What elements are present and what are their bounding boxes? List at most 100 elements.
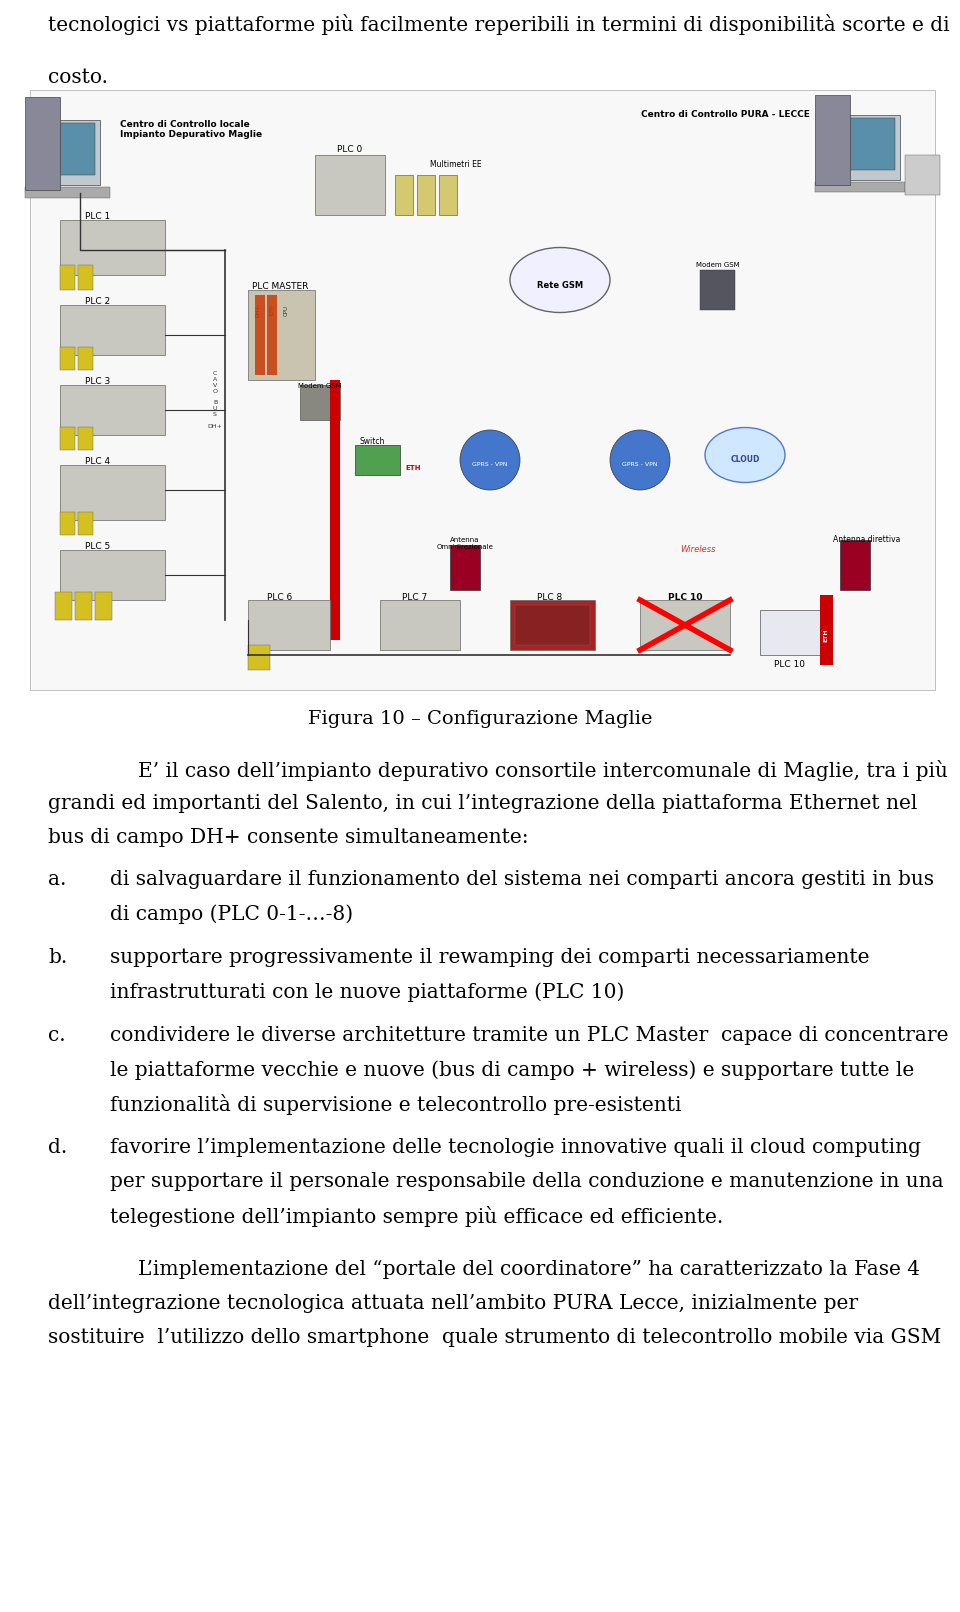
Text: CPU: CPU [283,305,289,316]
Bar [60,347,75,371]
Bar [760,609,820,654]
Text: PLC 3: PLC 3 [85,377,110,385]
Text: di salvaguardare il funzionamento del sistema nei comparti ancora gestiti in bus: di salvaguardare il funzionamento del si… [110,870,934,888]
Text: PLC 0: PLC 0 [337,145,363,155]
Text: ETH: ETH [405,464,420,471]
Text: costo.: costo. [48,68,108,87]
Bar [60,219,165,276]
Bar [315,155,385,214]
Bar [60,464,165,521]
Text: ETH: ETH [824,629,828,642]
Bar [640,600,730,650]
Text: C
A
V
O

B
U
S

DH+: C A V O B U S DH+ [207,371,223,429]
Bar [840,540,870,590]
Text: ETH: ETH [332,582,338,598]
Text: PLC MASTER: PLC MASTER [252,282,308,292]
Bar [700,269,735,310]
Text: PLC 4: PLC 4 [85,456,110,466]
Bar [905,155,940,195]
Bar [60,385,165,435]
Text: Antenna
Omnidirezionale: Antenna Omnidirezionale [437,537,493,550]
Bar [395,176,413,214]
Bar [510,600,595,650]
Bar [95,592,112,621]
Text: a.: a. [48,870,66,888]
Bar [267,295,277,376]
Text: ETH: ETH [270,305,275,316]
Circle shape [610,430,670,490]
Text: Multimetri EE: Multimetri EE [430,160,482,169]
Text: b.: b. [48,948,67,967]
Bar [60,550,165,600]
Text: favorire l’implementazione delle tecnologie innovative quali il cloud computing: favorire l’implementazione delle tecnolo… [110,1138,921,1157]
Text: tecnologici vs piattaforme più facilmente reperibili in termini di disponibilità: tecnologici vs piattaforme più facilment… [48,15,949,35]
Bar [55,592,72,621]
Text: GPRS - VPN: GPRS - VPN [472,463,508,467]
Text: sostituire  l’utilizzo dello smartphone  quale strumento di telecontrollo mobile: sostituire l’utilizzo dello smartphone q… [48,1328,941,1348]
Text: CLOUD: CLOUD [731,456,759,464]
Ellipse shape [510,248,610,313]
Text: Figura 10 – Configurazione Maglie: Figura 10 – Configurazione Maglie [308,709,652,729]
Bar [248,290,315,380]
Circle shape [460,430,520,490]
Text: bus di campo DH+ consente simultaneamente:: bus di campo DH+ consente simultaneament… [48,829,529,846]
Text: E’ il caso dell’impianto depurativo consortile intercomunale di Maglie, tra i pi: E’ il caso dell’impianto depurativo cons… [138,759,948,780]
Text: supportare progressivamente il rewamping dei comparti necessariamente: supportare progressivamente il rewamping… [110,948,870,967]
Text: GPRS - VPN: GPRS - VPN [622,463,658,467]
Bar [78,513,93,535]
Bar [75,592,92,621]
Text: Impianto Depurativo Maglie: Impianto Depurativo Maglie [120,131,262,139]
Bar [78,347,93,371]
Bar [330,380,340,530]
Bar [820,114,900,181]
Bar [248,645,270,671]
Bar [825,118,895,169]
Text: Antenna direttiva: Antenna direttiva [832,535,900,543]
Bar [25,187,110,198]
Text: Switch: Switch [360,437,385,447]
Bar [248,600,330,650]
Bar [330,530,340,640]
Text: dell’integrazione tecnologica attuata nell’ambito PURA Lecce, inizialmente per: dell’integrazione tecnologica attuata ne… [48,1294,858,1314]
Text: PLC 6: PLC 6 [268,593,293,601]
Text: ETH: ETH [332,422,338,438]
Text: PLC 2: PLC 2 [85,297,110,306]
Text: Wireless: Wireless [680,545,715,555]
Bar [60,305,165,355]
Bar [78,264,93,290]
Bar [815,95,850,185]
Ellipse shape [705,427,785,482]
Bar [35,123,95,176]
Bar [30,119,100,185]
Text: Centro di Controllo PURA - LECCE: Centro di Controllo PURA - LECCE [641,110,810,119]
Bar [78,427,93,450]
Text: PLC 1: PLC 1 [85,213,110,221]
Text: telegestione dell’impianto sempre più efficace ed efficiente.: telegestione dell’impianto sempre più ef… [110,1206,723,1227]
Text: PLC 5: PLC 5 [85,542,110,551]
Text: Rete GSM: Rete GSM [537,280,583,290]
Text: condividere le diverse architetture tramite un PLC Master  capace di concentrare: condividere le diverse architetture tram… [110,1025,948,1045]
Text: Modem GSM: Modem GSM [299,384,342,388]
Text: Centro di Controllo locale: Centro di Controllo locale [120,119,250,129]
Bar [25,97,60,190]
Bar [417,176,435,214]
Text: PLC 10: PLC 10 [775,659,805,669]
Bar [255,295,265,376]
Bar [60,264,75,290]
Bar [300,385,340,421]
Text: funzionalità di supervisione e telecontrollo pre-esistenti: funzionalità di supervisione e telecontr… [110,1095,682,1116]
Bar [450,545,480,590]
Text: per supportare il personale responsabile della conduzione e manutenzione in una: per supportare il personale responsabile… [110,1172,944,1191]
Text: PLC 7: PLC 7 [402,593,427,601]
Text: L’implementazione del “portale del coordinatore” ha caratterizzato la Fase 4: L’implementazione del “portale del coord… [138,1261,920,1278]
Bar [439,176,457,214]
Text: grandi ed importanti del Salento, in cui l’integrazione della piattaforma Ethern: grandi ed importanti del Salento, in cui… [48,795,918,812]
Bar [815,182,905,192]
Text: PLC 10: PLC 10 [668,593,703,601]
Text: di campo (PLC 0-1-…-8): di campo (PLC 0-1-…-8) [110,904,353,924]
Text: d.: d. [48,1138,67,1157]
Bar [30,90,935,690]
Bar [60,427,75,450]
Bar [820,595,833,666]
Text: DH+: DH+ [255,303,260,316]
